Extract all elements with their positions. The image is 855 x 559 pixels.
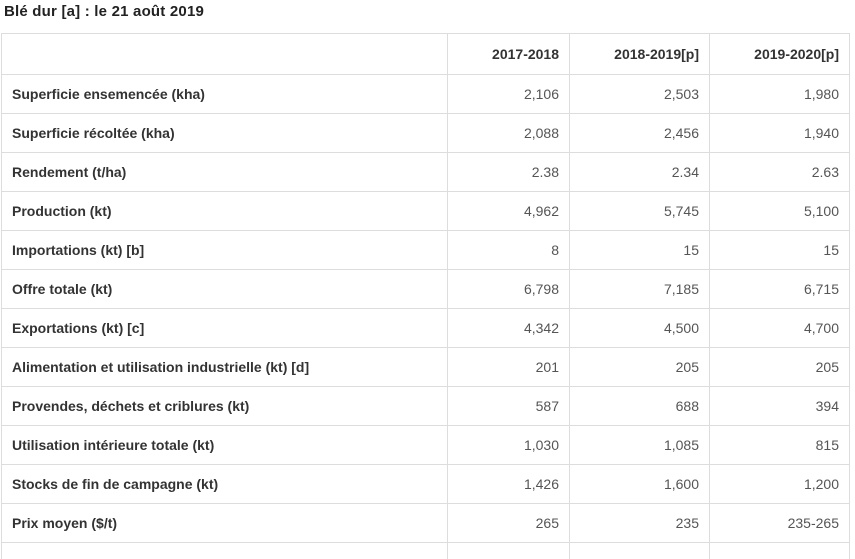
cell-value: 265 [447, 503, 570, 543]
row-label: Production (kt) [1, 191, 448, 231]
cell-empty [447, 542, 570, 559]
column-header-2019-2020: 2019-2020[p] [709, 33, 850, 75]
cell-value: 15 [569, 230, 710, 270]
cell-value: 7,185 [569, 269, 710, 309]
row-label: Rendement (t/ha) [1, 152, 448, 192]
table-row-importations: Importations (kt) [b] 8 15 15 [1, 230, 850, 270]
row-label: Superficie récoltée (kha) [1, 113, 448, 153]
cell-value: 2.38 [447, 152, 570, 192]
cell-value: 201 [447, 347, 570, 387]
table-row-exportations: Exportations (kt) [c] 4,342 4,500 4,700 [1, 308, 850, 348]
row-label: Stocks de fin de campagne (kt) [1, 464, 448, 504]
cell-empty [709, 542, 850, 559]
durum-wheat-table: 2017-2018 2018-2019[p] 2019-2020[p] Supe… [1, 33, 850, 559]
column-header-2017-2018: 2017-2018 [447, 33, 570, 75]
cell-value: 2,088 [447, 113, 570, 153]
column-header-empty [1, 33, 448, 75]
cell-value: 1,085 [569, 425, 710, 465]
table-row-offre-totale: Offre totale (kt) 6,798 7,185 6,715 [1, 269, 850, 309]
cell-value: 235-265 [709, 503, 850, 543]
cell-value: 1,980 [709, 74, 850, 114]
row-label: Alimentation et utilisation industrielle… [1, 347, 448, 387]
row-label: Utilisation intérieure totale (kt) [1, 425, 448, 465]
table-row-superficie-ensemencee: Superficie ensemencée (kha) 2,106 2,503 … [1, 74, 850, 114]
row-label: Superficie ensemencée (kha) [1, 74, 448, 114]
page-title: Blé dur [a] : le 21 août 2019 [4, 3, 205, 20]
cell-value: 1,600 [569, 464, 710, 504]
cell-value: 15 [709, 230, 850, 270]
cell-value: 205 [569, 347, 710, 387]
cell-value: 4,962 [447, 191, 570, 231]
cell-value: 8 [447, 230, 570, 270]
row-label-empty [1, 542, 448, 559]
cell-value: 235 [569, 503, 710, 543]
table-row-provendes: Provendes, déchets et criblures (kt) 587… [1, 386, 850, 426]
cell-value: 2.63 [709, 152, 850, 192]
column-header-2018-2019: 2018-2019[p] [569, 33, 710, 75]
table-header-row: 2017-2018 2018-2019[p] 2019-2020[p] [1, 33, 850, 75]
cell-value: 1,200 [709, 464, 850, 504]
table-row-prix-moyen: Prix moyen ($/t) 265 235 235-265 [1, 503, 850, 543]
table-row-production: Production (kt) 4,962 5,745 5,100 [1, 191, 850, 231]
cell-value: 6,798 [447, 269, 570, 309]
cell-value: 1,426 [447, 464, 570, 504]
cell-value: 815 [709, 425, 850, 465]
cell-value: 2,456 [569, 113, 710, 153]
cell-value: 2,106 [447, 74, 570, 114]
cell-empty [569, 542, 710, 559]
cell-value: 6,715 [709, 269, 850, 309]
cell-value: 2,503 [569, 74, 710, 114]
cell-value: 1,030 [447, 425, 570, 465]
cell-value: 5,100 [709, 191, 850, 231]
table-row-superficie-recoltee: Superficie récoltée (kha) 2,088 2,456 1,… [1, 113, 850, 153]
cell-value: 1,940 [709, 113, 850, 153]
cell-value: 4,500 [569, 308, 710, 348]
cell-value: 587 [447, 386, 570, 426]
cell-value: 688 [569, 386, 710, 426]
row-label: Prix moyen ($/t) [1, 503, 448, 543]
row-label: Importations (kt) [b] [1, 230, 448, 270]
cell-value: 5,745 [569, 191, 710, 231]
cell-value: 4,700 [709, 308, 850, 348]
row-label: Exportations (kt) [c] [1, 308, 448, 348]
table-row-rendement: Rendement (t/ha) 2.38 2.34 2.63 [1, 152, 850, 192]
table-row-partial-clipped [1, 542, 850, 559]
cell-value: 4,342 [447, 308, 570, 348]
row-label: Offre totale (kt) [1, 269, 448, 309]
table-row-stocks-fin-campagne: Stocks de fin de campagne (kt) 1,426 1,6… [1, 464, 850, 504]
cell-value: 394 [709, 386, 850, 426]
cell-value: 2.34 [569, 152, 710, 192]
table-row-alimentation-industrielle: Alimentation et utilisation industrielle… [1, 347, 850, 387]
table-row-utilisation-interieure: Utilisation intérieure totale (kt) 1,030… [1, 425, 850, 465]
row-label: Provendes, déchets et criblures (kt) [1, 386, 448, 426]
cell-value: 205 [709, 347, 850, 387]
